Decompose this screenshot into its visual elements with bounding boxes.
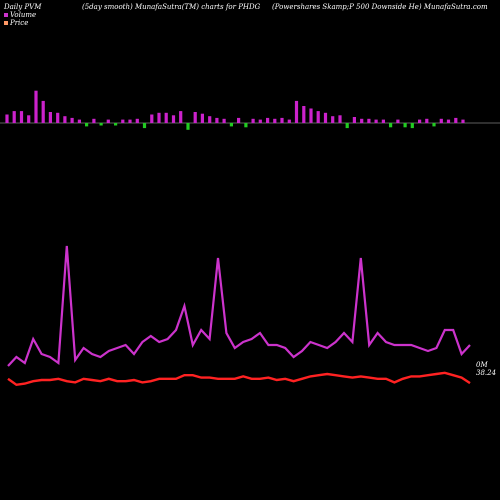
volume-bar [150,114,154,123]
volume-bar [27,115,31,123]
volume-bar [396,119,400,123]
volume-bar [70,117,74,123]
volume-bar [454,117,458,123]
volume-bar [12,111,16,123]
volume-bar [186,123,190,130]
volume-bar [48,112,52,123]
volume-bar [266,117,270,123]
volume-bar [34,90,38,123]
volume-bar [193,112,197,123]
volume-bar [229,123,233,127]
volume-bar [142,123,147,129]
volume-bar [5,114,9,123]
volume-bar [99,123,103,126]
volume-bar [258,119,262,123]
volume-bar [280,117,284,123]
volume-line [7,245,471,367]
volume-bar [157,112,161,123]
volume-bar [77,119,81,123]
volume-bar [92,118,96,124]
volume-bars [5,90,465,130]
volume-bar [316,111,320,123]
chart-label-left: Daily PVM [4,3,42,11]
volume-bar [19,111,24,123]
volume-bar [135,118,139,124]
volume-bar [446,119,451,123]
volume-bar [410,123,414,129]
price-last-label: 38.24 [476,369,497,377]
volume-bar [294,100,299,123]
legend-price-swatch [4,21,8,25]
volume-bar [360,118,364,124]
volume-bar [85,123,89,127]
volume-bar [41,100,45,123]
volume-bar [237,117,241,123]
volume-bar [338,115,342,123]
volume-bar [215,117,219,123]
volume-bar [114,123,118,126]
volume-bar [425,118,429,124]
volume-bar [461,119,465,123]
volume-bar [128,119,132,123]
volume-bar [309,108,313,123]
volume-bar [381,119,385,123]
volume-bar [251,118,255,124]
volume-bar [273,118,277,124]
volume-bar [418,119,422,123]
volume-bar [323,112,328,123]
volume-bar [439,118,443,124]
volume-bar [345,123,349,129]
volume-bar [164,112,168,123]
volume-bar [302,106,306,123]
legend-volume-swatch [4,13,8,17]
legend-volume-label: Volume [10,11,37,19]
volume-bar [389,123,393,128]
volume-bar [200,113,204,123]
volume-bar [106,119,110,123]
volume-bar [121,119,125,123]
volume-bar [171,115,176,123]
volume-bar [432,123,436,127]
volume-bar [63,116,67,123]
volume-bar [56,112,60,123]
chart-title: (5day smooth) MunafaSutra(TM) charts for… [82,3,261,11]
volume-last-label: 0M [476,361,488,369]
price-line [7,371,471,387]
chart-source: (Powershares Skamp;P 500 Downside He) Mu… [272,3,488,11]
volume-bar [403,123,407,128]
legend-price: Price [4,19,28,27]
volume-bar [287,119,291,123]
volume-bar [222,118,226,124]
volume-bar [208,116,212,123]
legend-volume: Volume [4,11,36,19]
volume-bar [352,117,356,123]
volume-bar [244,123,248,128]
volume-bar [331,116,335,123]
legend-price-label: Price [10,19,29,27]
volume-bar [374,119,378,123]
volume-bar [179,111,183,123]
volume-bar [367,118,371,124]
